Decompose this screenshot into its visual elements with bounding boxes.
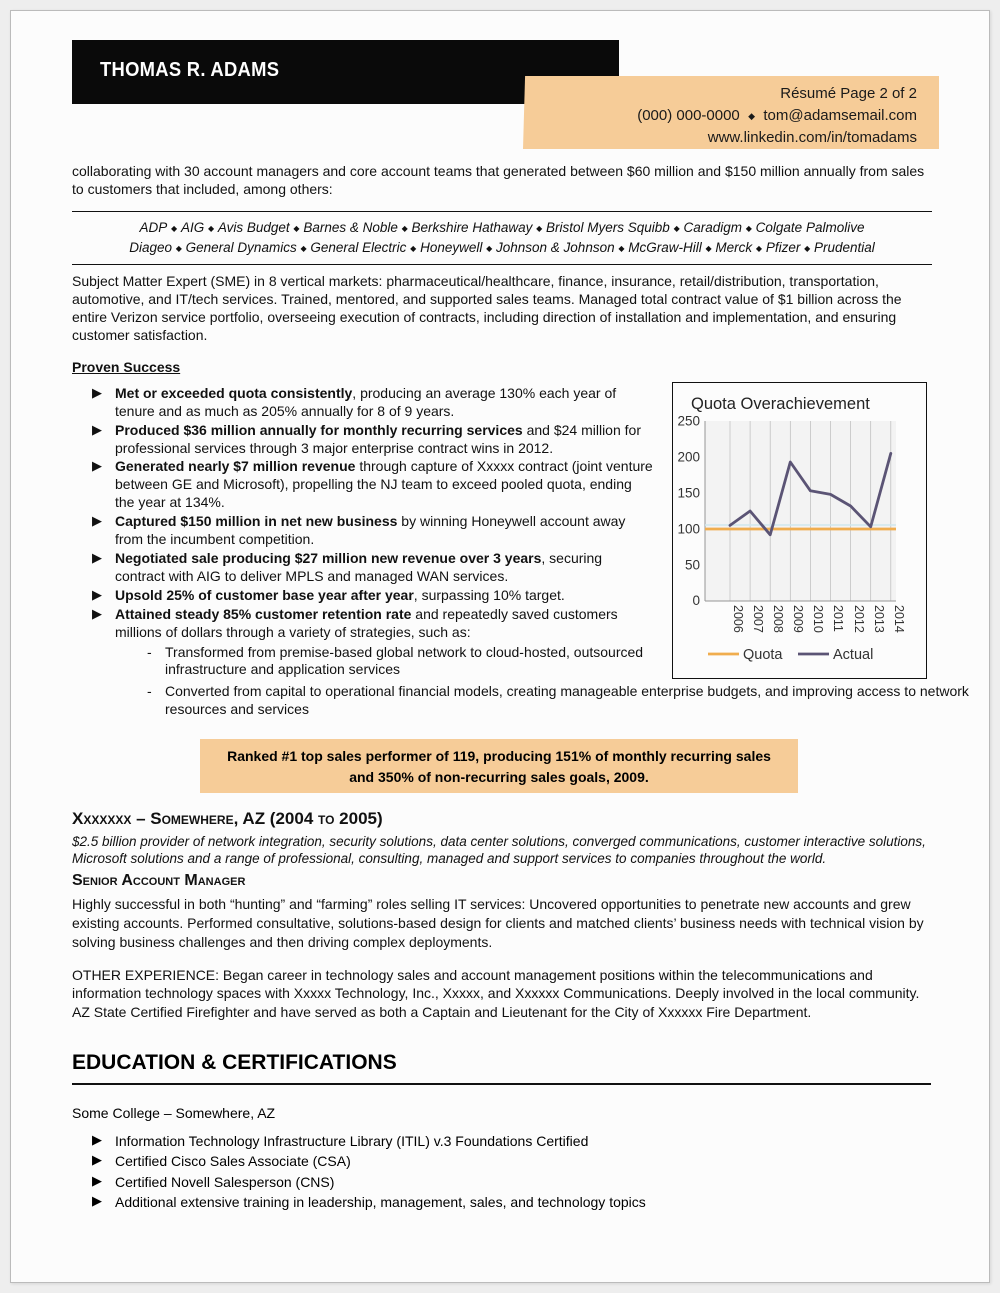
svg-text:2006: 2006 xyxy=(731,605,745,633)
svg-text:50: 50 xyxy=(685,558,700,573)
svg-text:2013: 2013 xyxy=(872,605,886,633)
svg-text:2008: 2008 xyxy=(771,605,785,633)
svg-text:200: 200 xyxy=(677,450,700,465)
svg-text:Quota: Quota xyxy=(743,647,783,663)
svg-text:Quota Overachievement: Quota Overachievement xyxy=(691,395,870,413)
svg-text:0: 0 xyxy=(692,593,700,608)
svg-text:2010: 2010 xyxy=(811,605,825,633)
svg-text:250: 250 xyxy=(677,414,700,429)
svg-text:150: 150 xyxy=(677,486,700,501)
svg-text:Actual: Actual xyxy=(833,647,873,663)
svg-text:2007: 2007 xyxy=(751,605,765,633)
svg-text:2012: 2012 xyxy=(852,605,866,633)
svg-text:2011: 2011 xyxy=(831,605,845,632)
svg-text:100: 100 xyxy=(677,522,700,537)
svg-text:2009: 2009 xyxy=(791,605,805,633)
svg-text:2014: 2014 xyxy=(892,605,906,633)
